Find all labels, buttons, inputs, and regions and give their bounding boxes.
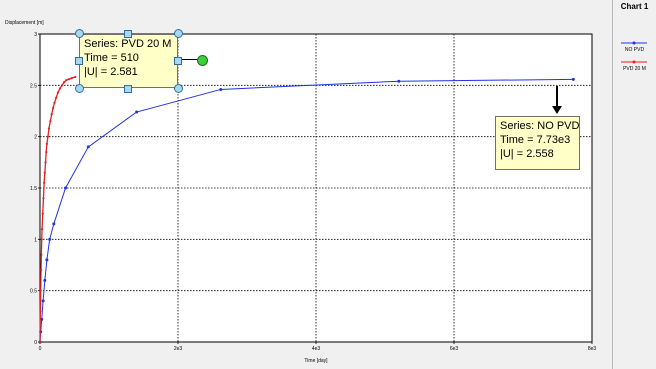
series-0-point[interactable] (397, 79, 401, 83)
x-tick-label: 8e3 (588, 346, 597, 352)
legend-swatch-no-pvd-icon (621, 41, 647, 45)
series-1-point[interactable] (74, 75, 77, 79)
series-1-point[interactable] (53, 101, 56, 104)
series-0-point[interactable] (571, 77, 575, 81)
series-1-point[interactable] (56, 91, 60, 94)
y-tick-label: 2.5 (30, 83, 37, 89)
series-1-point[interactable] (45, 150, 48, 154)
resize-handle-bottom-right-icon[interactable] (174, 84, 183, 93)
series-0-point[interactable] (135, 110, 139, 114)
resize-handle-bottom-left-icon[interactable] (75, 84, 84, 93)
series-1-point[interactable] (70, 77, 73, 80)
x-tick-label: 4e3 (312, 346, 321, 352)
series-1-point[interactable] (44, 161, 47, 164)
legend-title: Chart 1 (620, 2, 649, 11)
series-1-point[interactable] (43, 171, 46, 174)
series-1-point[interactable] (47, 127, 51, 130)
rotate-handle-connector (182, 59, 198, 60)
x-tick-label: 0 (39, 346, 42, 352)
series-1-point[interactable] (40, 253, 43, 256)
series-1-point[interactable] (41, 212, 44, 215)
series-1-point[interactable] (65, 79, 68, 82)
series-1-point[interactable] (58, 87, 62, 90)
resize-handle-right-icon[interactable] (174, 57, 182, 65)
series-0-point[interactable] (86, 145, 90, 149)
rotate-handle-icon[interactable] (197, 55, 208, 66)
tooltip-nopvd-u: |U| = 2.558 (500, 148, 554, 160)
series-1-point[interactable] (63, 81, 66, 84)
y-tick-label: 0.5 (30, 289, 37, 295)
resize-handle-top-icon[interactable] (124, 30, 132, 38)
series-1-point[interactable] (39, 310, 42, 313)
x-axis-label: Time [day] (304, 358, 328, 364)
tooltip-pvd-time: Time = 510 (84, 52, 139, 64)
series-0-point[interactable] (45, 258, 49, 262)
tooltip-no-pvd[interactable]: Series: NO PVD Time = 7.73e3 |U| = 2.558 (495, 116, 580, 170)
tooltip-arrow-down-icon (552, 106, 562, 114)
y-axis-label: Displacement [m] (5, 20, 44, 26)
legend-item-no-pvd[interactable]: NO PVD (613, 38, 656, 56)
tooltip-arrow-line (556, 86, 558, 110)
series-1-point[interactable] (45, 142, 49, 145)
series-0-point[interactable] (52, 222, 56, 226)
series-0-point[interactable] (41, 299, 45, 303)
series-0-point[interactable] (43, 278, 47, 282)
series-1-point[interactable] (42, 197, 45, 200)
series-1-point[interactable] (67, 78, 71, 81)
series-1-point[interactable] (55, 96, 58, 99)
y-tick-label: 1 (34, 237, 37, 243)
tooltip-pvd-20m[interactable]: Series: PVD 20 M Time = 510 |U| = 2.581 (79, 34, 178, 88)
tooltip-pvd-series: Series: PVD 20 M (84, 38, 172, 50)
series-1-point[interactable] (52, 106, 55, 110)
x-tick-label: 6e3 (450, 346, 459, 352)
series-1-point[interactable] (43, 181, 46, 184)
tooltip-nopvd-series: Series: NO PVD (500, 120, 580, 132)
legend-panel: Chart 1 NO PVD PVD 20 M (613, 0, 656, 369)
series-0-point[interactable] (48, 237, 52, 241)
resize-handle-top-right-icon[interactable] (174, 29, 183, 38)
legend-swatch-pvd-20m-icon (621, 60, 647, 64)
legend-label-no-pvd: NO PVD (624, 47, 645, 53)
tooltip-nopvd-time: Time = 7.73e3 (500, 134, 571, 146)
series-0-point[interactable] (64, 186, 68, 190)
series-1-point[interactable] (39, 289, 42, 292)
series-1-point[interactable] (39, 269, 43, 272)
series-1-point[interactable] (40, 227, 44, 231)
legend-item-pvd-20m[interactable]: PVD 20 M (613, 57, 656, 75)
resize-handle-bottom-icon[interactable] (124, 85, 132, 93)
series-0-point[interactable] (219, 87, 223, 91)
resize-handle-top-left-icon[interactable] (75, 29, 84, 38)
y-tick-label: 3 (34, 32, 37, 38)
series-1-point[interactable] (50, 112, 53, 116)
series-1-point[interactable] (60, 84, 64, 87)
series-1-point[interactable] (49, 120, 52, 123)
series-0-point[interactable] (40, 317, 44, 321)
resize-handle-left-icon[interactable] (75, 57, 83, 65)
tooltip-pvd-u: |U| = 2.581 (84, 66, 138, 78)
series-line-0[interactable] (39, 78, 574, 343)
legend-label-pvd-20m: PVD 20 M (623, 66, 646, 72)
series-1-point[interactable] (38, 340, 42, 344)
x-tick-label: 2e3 (174, 346, 183, 352)
y-tick-label: 2 (34, 135, 37, 141)
series-1-point[interactable] (40, 238, 43, 241)
y-tick-label: 0 (34, 340, 37, 346)
y-tick-label: 1.5 (30, 186, 37, 192)
series-1-point[interactable] (46, 135, 50, 138)
plot-area[interactable]: 0 0.5 1 1.5 2 2.5 3 0 2e3 4e3 6e3 8e3 Displacement [… (0, 0, 613, 369)
